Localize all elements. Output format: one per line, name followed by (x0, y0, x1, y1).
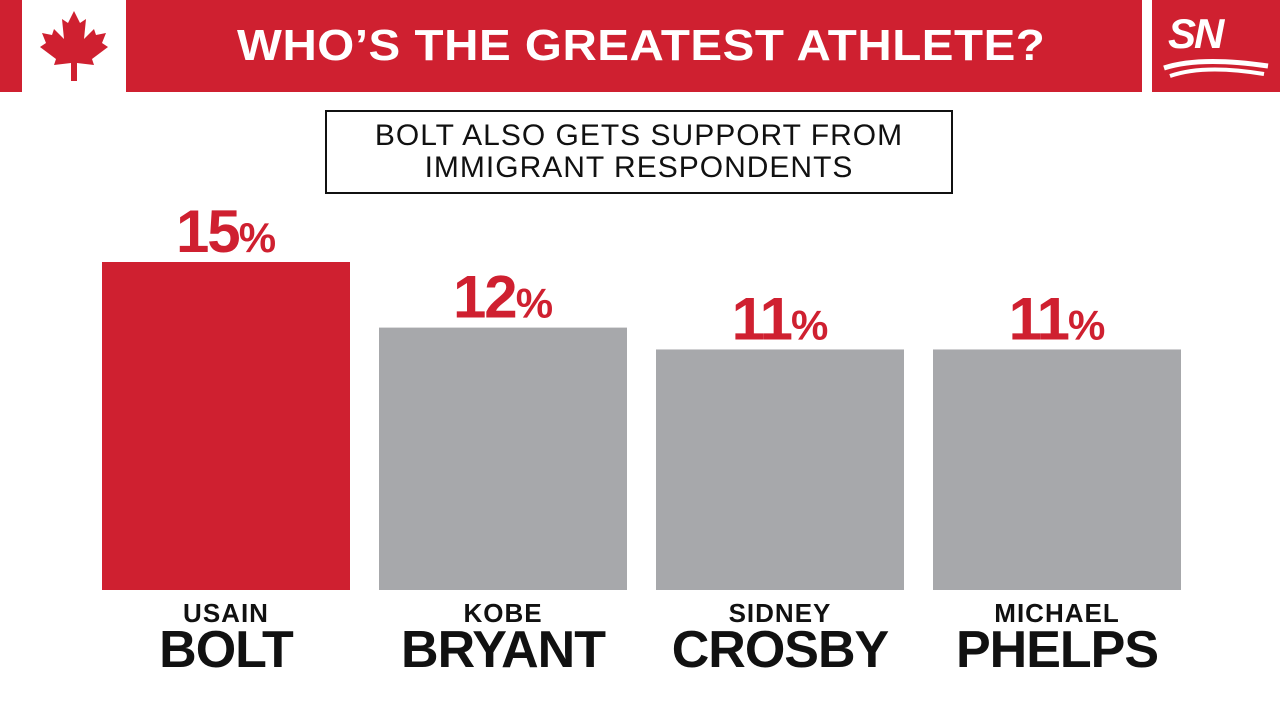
category-first-name: USAIN (183, 598, 269, 628)
flag-left-stripe (0, 0, 22, 92)
value-label: 15% (176, 198, 276, 265)
category-first-name: SIDNEY (729, 598, 832, 628)
bar-crosby (656, 349, 904, 590)
maple-leaf-icon (40, 11, 108, 81)
category-last-name: BOLT (159, 621, 294, 679)
subtitle-box: BOLT ALSO GETS SUPPORT FROM IMMIGRANT RE… (325, 110, 953, 194)
value-label: 12% (453, 264, 553, 331)
bar-phelps (933, 349, 1181, 590)
title-bar: WHO’S THE GREATEST ATHLETE? (140, 0, 1142, 92)
category-first-name: KOBE (463, 598, 542, 628)
page-title: WHO’S THE GREATEST ATHLETE? (236, 21, 1046, 70)
logo-text: SN (1168, 10, 1224, 57)
flag-right-stripe (126, 0, 140, 92)
sportsnet-logo: SN (1152, 0, 1280, 92)
category-last-name: BRYANT (401, 621, 606, 679)
category-first-name: MICHAEL (994, 598, 1119, 628)
bar-bolt (102, 262, 350, 590)
chart-subtitle: BOLT ALSO GETS SUPPORT FROM IMMIGRANT RE… (374, 119, 904, 184)
value-label: 11% (732, 285, 829, 352)
value-label: 11% (1009, 285, 1106, 352)
logo-swoosh-icon (1163, 58, 1269, 78)
category-last-name: CROSBY (672, 621, 889, 679)
category-last-name: PHELPS (956, 621, 1158, 679)
canada-flag (22, 0, 126, 92)
bar-bryant (379, 327, 627, 590)
